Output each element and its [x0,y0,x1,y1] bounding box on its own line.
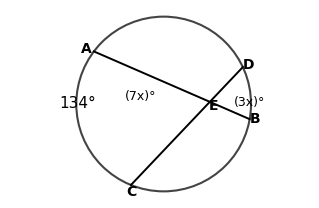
Text: C: C [126,185,136,199]
Text: E: E [209,99,218,113]
Text: A: A [81,42,92,56]
Text: D: D [243,58,255,72]
Text: 134°: 134° [60,97,96,111]
Text: (3x)°: (3x)° [234,97,266,109]
Text: (7x)°: (7x)° [125,90,157,103]
Text: B: B [250,112,261,126]
